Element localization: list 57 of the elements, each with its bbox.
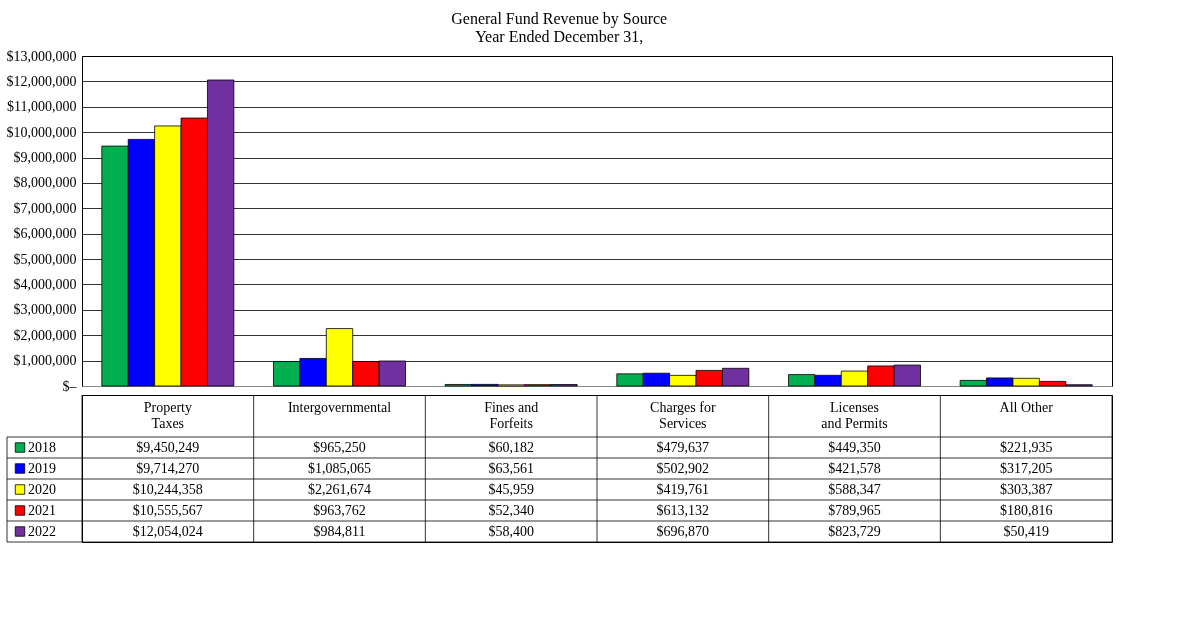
- data-label: $421,578: [828, 460, 881, 476]
- data-label: $613,132: [656, 502, 710, 518]
- data-label: $696,870: [656, 523, 710, 539]
- data-label: $449,350: [828, 439, 881, 455]
- legend-label: 2021: [28, 502, 56, 518]
- data-label: $317,205: [999, 460, 1053, 476]
- x-tick-label: Charges for Services: [650, 400, 716, 431]
- data-label: $984,811: [313, 523, 366, 539]
- data-label: $303,387: [999, 481, 1053, 497]
- data-label: $58,400: [488, 523, 534, 539]
- data-label: $789,965: [828, 502, 881, 518]
- y-tick-label: $9,000,000: [13, 150, 77, 166]
- data-label: $588,347: [828, 481, 881, 497]
- y-tick-label: $3,000,000: [13, 302, 77, 318]
- data-label: $50,419: [1003, 523, 1049, 539]
- y-tick-label: $12,000,000: [6, 73, 77, 89]
- x-tick-label: Property Taxes: [143, 400, 192, 431]
- data-label: $963,762: [313, 502, 366, 518]
- chart-subtitle: Year Ended December 31,: [475, 27, 644, 45]
- legend-label: 2022: [28, 523, 56, 539]
- data-label: $419,761: [656, 481, 710, 497]
- data-label: $479,637: [656, 439, 710, 455]
- data-label: $52,340: [488, 502, 534, 518]
- data-label: $2,261,674: [308, 481, 371, 497]
- x-tick-label: Intergovernmental: [287, 400, 392, 415]
- y-tick-label: $1,000,000: [13, 353, 77, 369]
- data-label: $9,714,270: [136, 460, 200, 476]
- data-label: $9,450,249: [136, 439, 200, 455]
- y-tick-label: $4,000,000: [13, 276, 77, 292]
- data-label: $823,729: [828, 523, 881, 539]
- y-tick-label: $2,000,000: [13, 327, 77, 343]
- data-label: $502,902: [656, 460, 710, 476]
- x-tick-label: All Other: [999, 400, 1054, 415]
- data-label: $10,555,567: [132, 502, 203, 518]
- data-label: $965,250: [313, 439, 366, 455]
- data-label: $221,935: [999, 439, 1053, 455]
- data-label: $12,054,024: [132, 523, 203, 539]
- data-label: $45,959: [488, 481, 534, 497]
- y-tick-label: $13,000,000: [6, 48, 77, 64]
- chart-title: General Fund Revenue by Source: [451, 9, 668, 28]
- data-label: $180,816: [999, 502, 1053, 518]
- x-tick-label: Fines and Forfeits: [484, 400, 539, 431]
- y-tick-label: $5,000,000: [13, 251, 77, 267]
- x-tick-label: Licenses and Permits: [821, 400, 888, 431]
- y-tick-label: $7,000,000: [13, 200, 77, 216]
- data-label: $63,561: [488, 460, 534, 476]
- legend-label: 2019: [28, 460, 56, 476]
- data-label: $10,244,358: [132, 481, 203, 497]
- legend-label: 2018: [28, 439, 56, 455]
- y-tick-label: $6,000,000: [13, 226, 77, 242]
- y-tick-label: $10,000,000: [6, 124, 77, 140]
- y-tick-label: $11,000,000: [7, 99, 77, 115]
- y-tick-label: $–: [62, 378, 78, 394]
- data-label: $1,085,065: [308, 460, 371, 476]
- data-label: $60,182: [488, 439, 534, 455]
- y-tick-label: $8,000,000: [13, 175, 77, 191]
- legend-label: 2020: [28, 481, 56, 497]
